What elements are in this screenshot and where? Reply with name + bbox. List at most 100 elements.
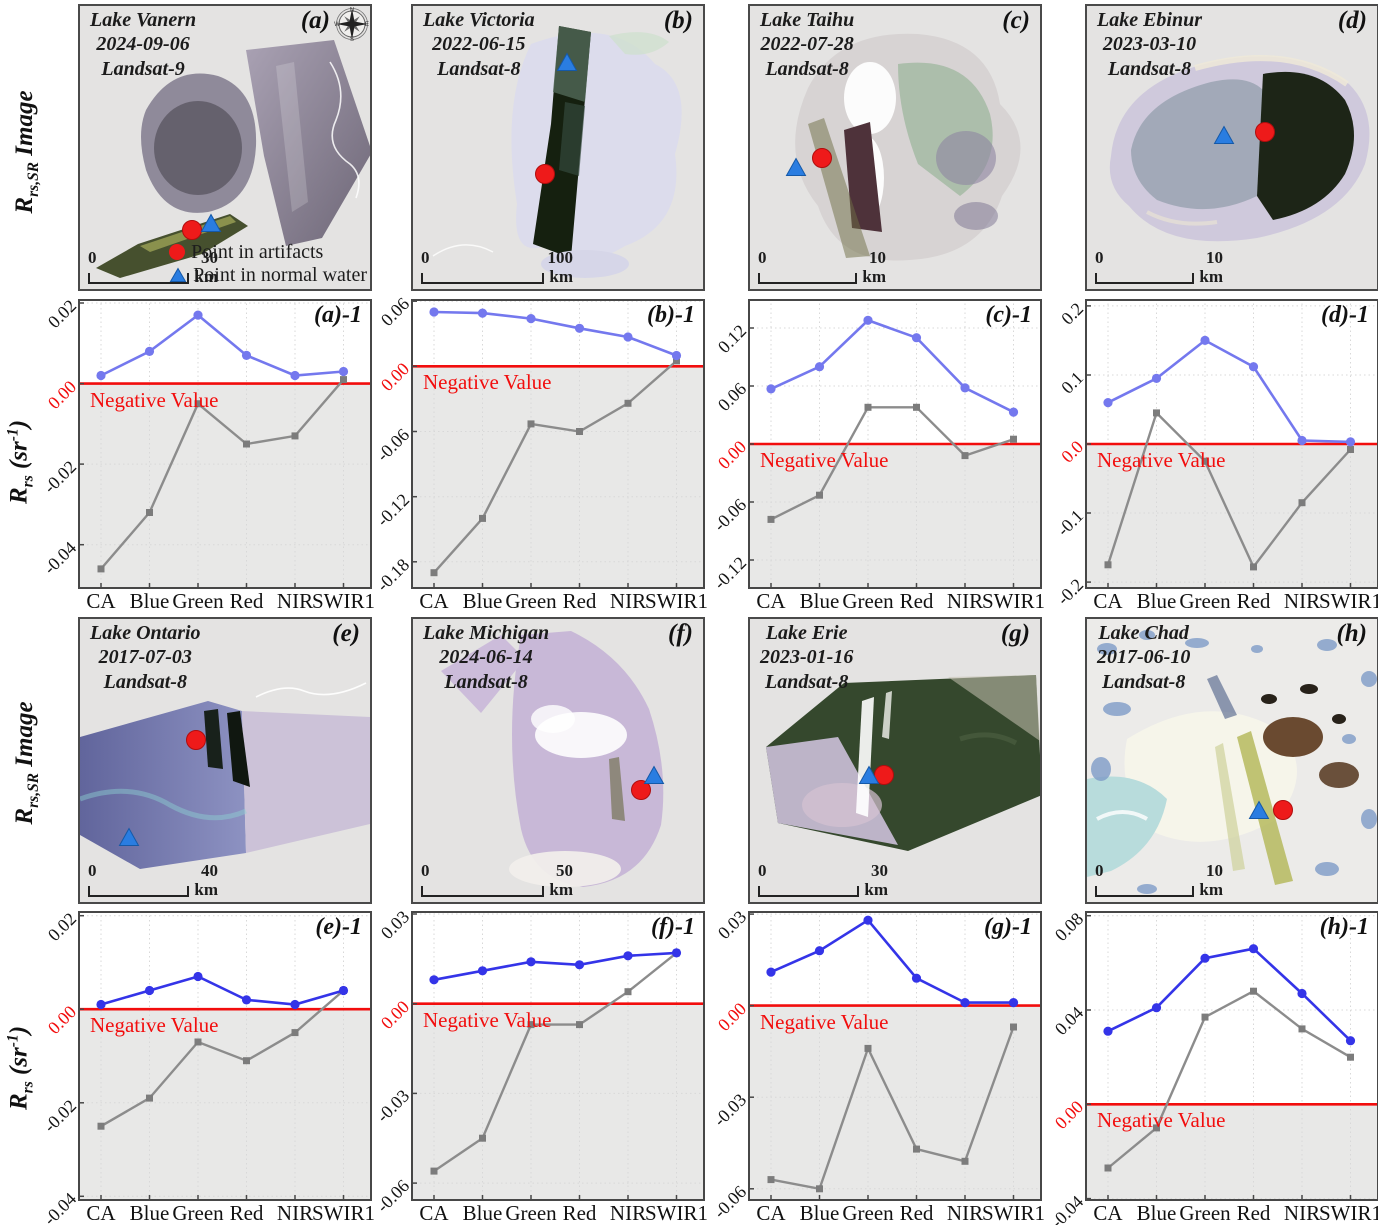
spectra-chart-svg — [78, 911, 372, 1201]
negative-value-annotation: Negative Value — [760, 1009, 889, 1034]
negative-region — [411, 366, 705, 589]
scale-bar: 0 10 km — [1095, 860, 1223, 898]
x-tick-label-ca: CA — [419, 1201, 449, 1225]
axis-label-text: ) — [5, 419, 33, 429]
svg-text:S: S — [350, 37, 354, 42]
scale-bar-line — [421, 273, 545, 284]
point-in-normal-water-marker blue-triangle-icon — [858, 765, 880, 790]
panel-letter: (a) — [300, 7, 330, 34]
image-date: 2024-09-06 — [96, 33, 190, 56]
x-tick-label-red: Red — [899, 589, 934, 613]
legend-artifacts-row: Point in artifacts — [169, 241, 367, 263]
image-date: 2022-07-28 — [760, 33, 854, 56]
x-tick-label-red: Red — [1236, 589, 1271, 613]
scale-bar: 0 30 km — [758, 861, 888, 898]
x-tick-label-nir: NIR — [609, 1201, 647, 1225]
y-tick-label: -0.12 — [709, 552, 750, 594]
axis-label-text: R — [11, 807, 38, 825]
scale-bar: 0 50 km — [421, 861, 573, 898]
scale-bar-numbers: 0 50 — [421, 861, 573, 881]
panel-letter: (d) — [1337, 7, 1367, 34]
x-tick-label-swir1: SWIR1 — [982, 589, 1045, 613]
chart-b1: (b)-1 Negative Value — [411, 299, 705, 589]
x-tick-label-red: Red — [229, 1201, 264, 1225]
blue-triangle-icon — [118, 827, 139, 847]
axis-label-sub: rs,SR — [25, 772, 42, 808]
normal-water-line — [433, 951, 677, 982]
axis-label-text: Image — [11, 90, 38, 162]
x-tick-label-swir1: SWIR1 — [312, 589, 375, 613]
blue-triangle-icon — [200, 213, 222, 232]
lake-image-panel-b: Lake Victoria 2022-06-15 Landsat-8 (b) 0 100 k… — [411, 4, 705, 291]
lake-name: Lake Ebinur — [1097, 9, 1203, 31]
y-tick-label: -0.02 — [39, 1095, 80, 1136]
chart-d1: (d)-1 Negative Value — [1085, 299, 1378, 589]
sensor-name: Landsat-8 — [103, 670, 187, 693]
y-tick-label: -0.06 — [709, 1181, 750, 1223]
y-tick-label: 0.03 — [713, 906, 750, 944]
axis-label-text: (sr — [5, 441, 33, 476]
x-tick-label-blue: Blue — [462, 1201, 503, 1225]
negative-region — [78, 1009, 372, 1201]
x-tick-label-red: Red — [562, 589, 597, 613]
scale-bar-row: km — [758, 268, 886, 285]
row4-rrs-axis-label: Rrs (sr-1) — [4, 1026, 37, 1110]
axis-label-sub: rs,SR — [25, 161, 42, 197]
x-tick-label-swir1: SWIR1 — [1319, 1201, 1378, 1225]
lake-image-panel-c: Lake Taihu 2022-07-28 Landsat-8 (c) 0 10 km — [748, 4, 1042, 291]
x-tick-label-ca: CA — [86, 589, 116, 613]
lake-name: Lake Michigan — [423, 622, 550, 644]
point-in-artifacts-marker red-circle-icon — [630, 779, 651, 800]
y-tick-label: -0.06 — [709, 494, 750, 536]
panel-letter: (e) — [332, 620, 360, 647]
spectra-chart-svg — [748, 299, 1042, 589]
x-tick-label-swir1: SWIR1 — [312, 1201, 375, 1225]
scale-bar-line — [88, 273, 190, 284]
sensor-name: Landsat-8 — [437, 57, 521, 80]
lake-image-panel-f: Lake Michigan 2024-06-14 Landsat-8 (f) 0 50 km — [411, 617, 705, 904]
lake-image-panel-h: Lake Chad 2017-06-10 Landsat-8 (h) 0 10 km — [1085, 617, 1378, 904]
y-tick-label: 0.00 — [713, 998, 750, 1035]
panel-letter: (b) — [663, 7, 693, 34]
x-tick-label-blue: Blue — [462, 589, 503, 613]
chart-panel-label: (c)-1 — [985, 302, 1032, 328]
y-tick-label: 0.00 — [376, 358, 413, 396]
lake-name: Lake Taihu — [760, 9, 855, 31]
normal-water-line — [433, 310, 677, 357]
lake-satellite-image — [795, 33, 1021, 261]
y-tick-label: 0.00 — [43, 376, 80, 413]
scale-bar-row: km — [421, 268, 573, 285]
x-tick-label-swir1: SWIR1 — [645, 589, 708, 613]
scale-bar: 0 30 km — [88, 248, 218, 285]
scale-bar-row: km — [758, 881, 888, 898]
scale-unit: km — [1199, 266, 1223, 286]
point-in-normal-water-marker blue-triangle-icon — [785, 157, 807, 182]
scale-bar-row: km — [88, 881, 218, 898]
scale-end: 10 — [869, 247, 886, 267]
legend-normal-label: Point in normal water — [193, 263, 367, 286]
x-tick-label-green: Green — [172, 1201, 224, 1225]
y-tick-label: 0.06 — [713, 378, 750, 415]
chart-a1: (a)-1 Negative Value — [78, 299, 372, 589]
point-in-artifacts-marker red-circle-icon — [1254, 122, 1275, 143]
chart-panel-label: (h)-1 — [1319, 914, 1369, 940]
image-date: 2017-06-10 — [1097, 646, 1191, 669]
negative-value-annotation: Negative Value — [90, 1013, 219, 1038]
x-tick-label-green: Green — [505, 589, 557, 613]
y-tick-label: 0.08 — [1050, 908, 1087, 945]
scale-bar-numbers: 0 10 — [758, 248, 886, 268]
x-tick-label-green: Green — [1179, 1201, 1231, 1225]
scale-start: 0 — [1095, 860, 1104, 880]
lake-name: Lake Ontario — [90, 622, 201, 644]
x-axis-category-labels: CA Blue Green Red NIR SWIR1 — [748, 1201, 1045, 1225]
row3-image-axis-label: Rrs,SR Image — [11, 701, 43, 824]
y-tick-label: 0.00 — [713, 436, 750, 473]
x-tick-label-green: Green — [172, 589, 224, 613]
artifacts-line — [770, 1026, 1015, 1191]
axis-label-sub: rs — [19, 1081, 37, 1094]
x-tick-label-nir: NIR — [1283, 589, 1321, 613]
chart-g1: (g)-1 Negative Value — [748, 911, 1042, 1201]
y-tick-label: -0.2 — [1052, 574, 1087, 609]
y-tick-label: 0.03 — [376, 906, 413, 943]
